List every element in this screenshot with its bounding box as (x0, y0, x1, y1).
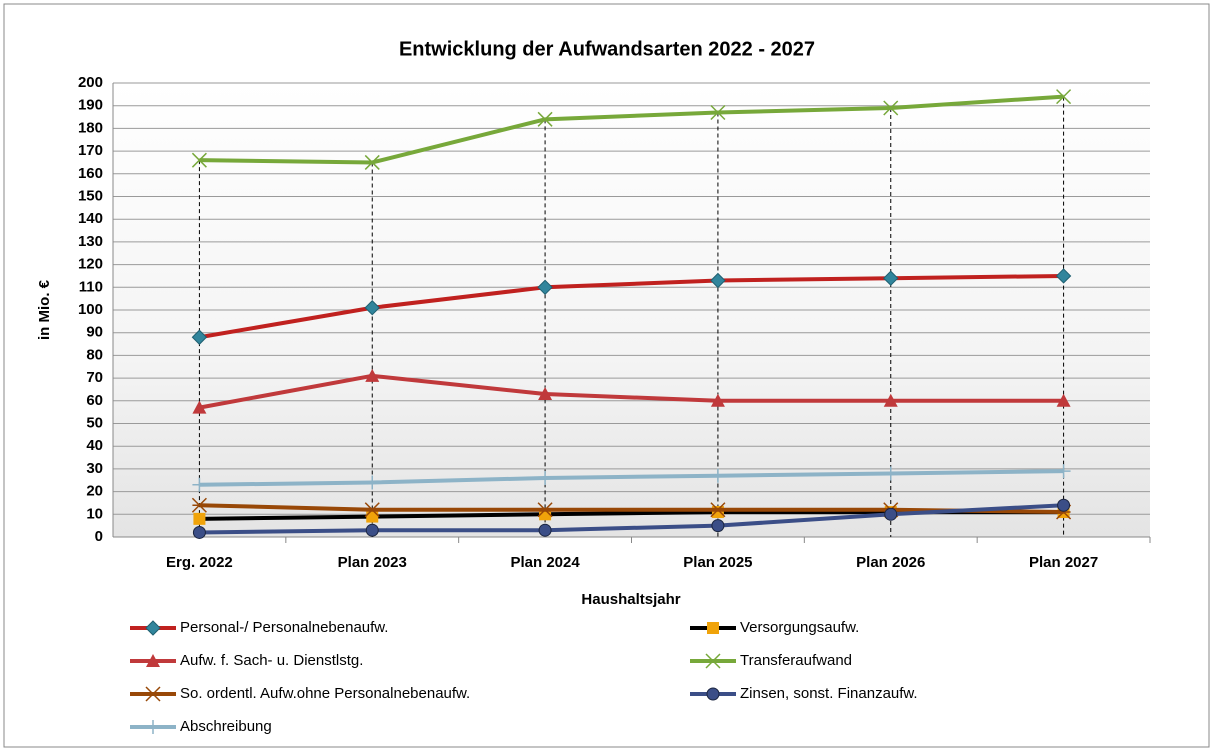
y-tick-label: 20 (86, 483, 103, 500)
series-line (199, 273, 1064, 340)
series-line (199, 469, 1064, 487)
marker (366, 510, 379, 523)
marker (883, 270, 899, 286)
marker (192, 400, 207, 414)
legend-label: Abschreibung (180, 718, 272, 735)
series-line (199, 373, 1064, 410)
y-tick-label: 160 (78, 165, 103, 182)
x-axis-label: Haushaltsjahr (581, 591, 680, 608)
y-tick-label: 40 (86, 437, 103, 454)
marker (538, 386, 553, 400)
marker (364, 154, 380, 170)
x-tick-label: Plan 2027 (1029, 554, 1098, 571)
y-tick-label: 190 (78, 97, 103, 114)
y-tick-label: 90 (86, 324, 103, 341)
y-tick-label: 50 (86, 414, 103, 431)
legend-label: So. ordentl. Aufw.ohne Personalnebenaufw… (180, 685, 470, 702)
marker (710, 272, 726, 289)
marker (884, 507, 898, 521)
marker (537, 111, 553, 127)
marker (537, 502, 553, 518)
marker (192, 477, 207, 492)
marker (538, 523, 552, 537)
marker (145, 686, 161, 702)
legend-label: Personal-/ Personalnebenaufw. (180, 619, 388, 636)
series-line (199, 94, 1064, 165)
marker (364, 502, 380, 518)
y-axis-label: in Mio. € (36, 279, 53, 340)
marker (1057, 498, 1071, 512)
marker (710, 502, 726, 518)
marker (707, 622, 719, 634)
legend-label: Versorgungsaufw. (740, 619, 859, 636)
y-tick-label: 200 (78, 74, 103, 91)
y-tick-label: 80 (86, 346, 103, 363)
marker (365, 368, 380, 382)
marker (364, 300, 380, 316)
legend-label: Aufw. f. Sach- u. Dienstlstg. (180, 652, 363, 669)
marker (538, 470, 553, 485)
marker (710, 104, 726, 121)
x-tick-label: Plan 2024 (510, 554, 580, 571)
marker (191, 329, 208, 345)
y-tick-label: 120 (78, 256, 103, 273)
legend-label: Zinsen, sonst. Finanzaufw. (740, 685, 918, 702)
marker (706, 687, 720, 701)
y-tick-label: 0 (95, 528, 103, 545)
marker (1056, 464, 1071, 479)
series-line (199, 503, 1064, 515)
marker (145, 620, 161, 636)
marker (1056, 393, 1071, 407)
y-tick-label: 140 (78, 210, 103, 227)
y-tick-label: 130 (78, 233, 103, 250)
legend-label: Transferaufwand (740, 652, 852, 669)
y-tick-label: 180 (78, 119, 103, 136)
x-tick-label: Erg. 2022 (166, 554, 233, 571)
marker (365, 523, 379, 537)
marker (146, 720, 160, 734)
marker (710, 468, 725, 483)
marker (883, 393, 898, 407)
series-line (199, 503, 1064, 535)
marker (883, 100, 899, 116)
y-tick-label: 170 (78, 142, 103, 159)
y-tick-label: 30 (86, 460, 103, 477)
x-tick-label: Plan 2023 (338, 554, 407, 571)
marker (146, 654, 160, 667)
marker (1056, 89, 1072, 105)
x-tick-label: Plan 2026 (856, 554, 925, 571)
marker (191, 152, 207, 168)
marker (537, 279, 553, 296)
marker (883, 466, 898, 481)
y-tick-label: 70 (86, 369, 103, 386)
x-tick-label: Plan 2025 (683, 554, 752, 571)
marker (191, 497, 207, 513)
chart-title: Entwicklung der Aufwandsarten 2022 - 202… (399, 38, 815, 60)
marker (705, 653, 721, 669)
marker (193, 512, 206, 525)
y-tick-label: 150 (78, 187, 103, 204)
marker (192, 525, 206, 539)
y-tick-label: 100 (78, 301, 103, 318)
marker (1055, 268, 1072, 284)
y-tick-label: 60 (86, 392, 103, 409)
marker (710, 393, 725, 407)
y-tick-label: 10 (86, 505, 103, 522)
y-tick-label: 110 (79, 278, 103, 295)
marker (711, 519, 725, 533)
marker (365, 475, 380, 490)
